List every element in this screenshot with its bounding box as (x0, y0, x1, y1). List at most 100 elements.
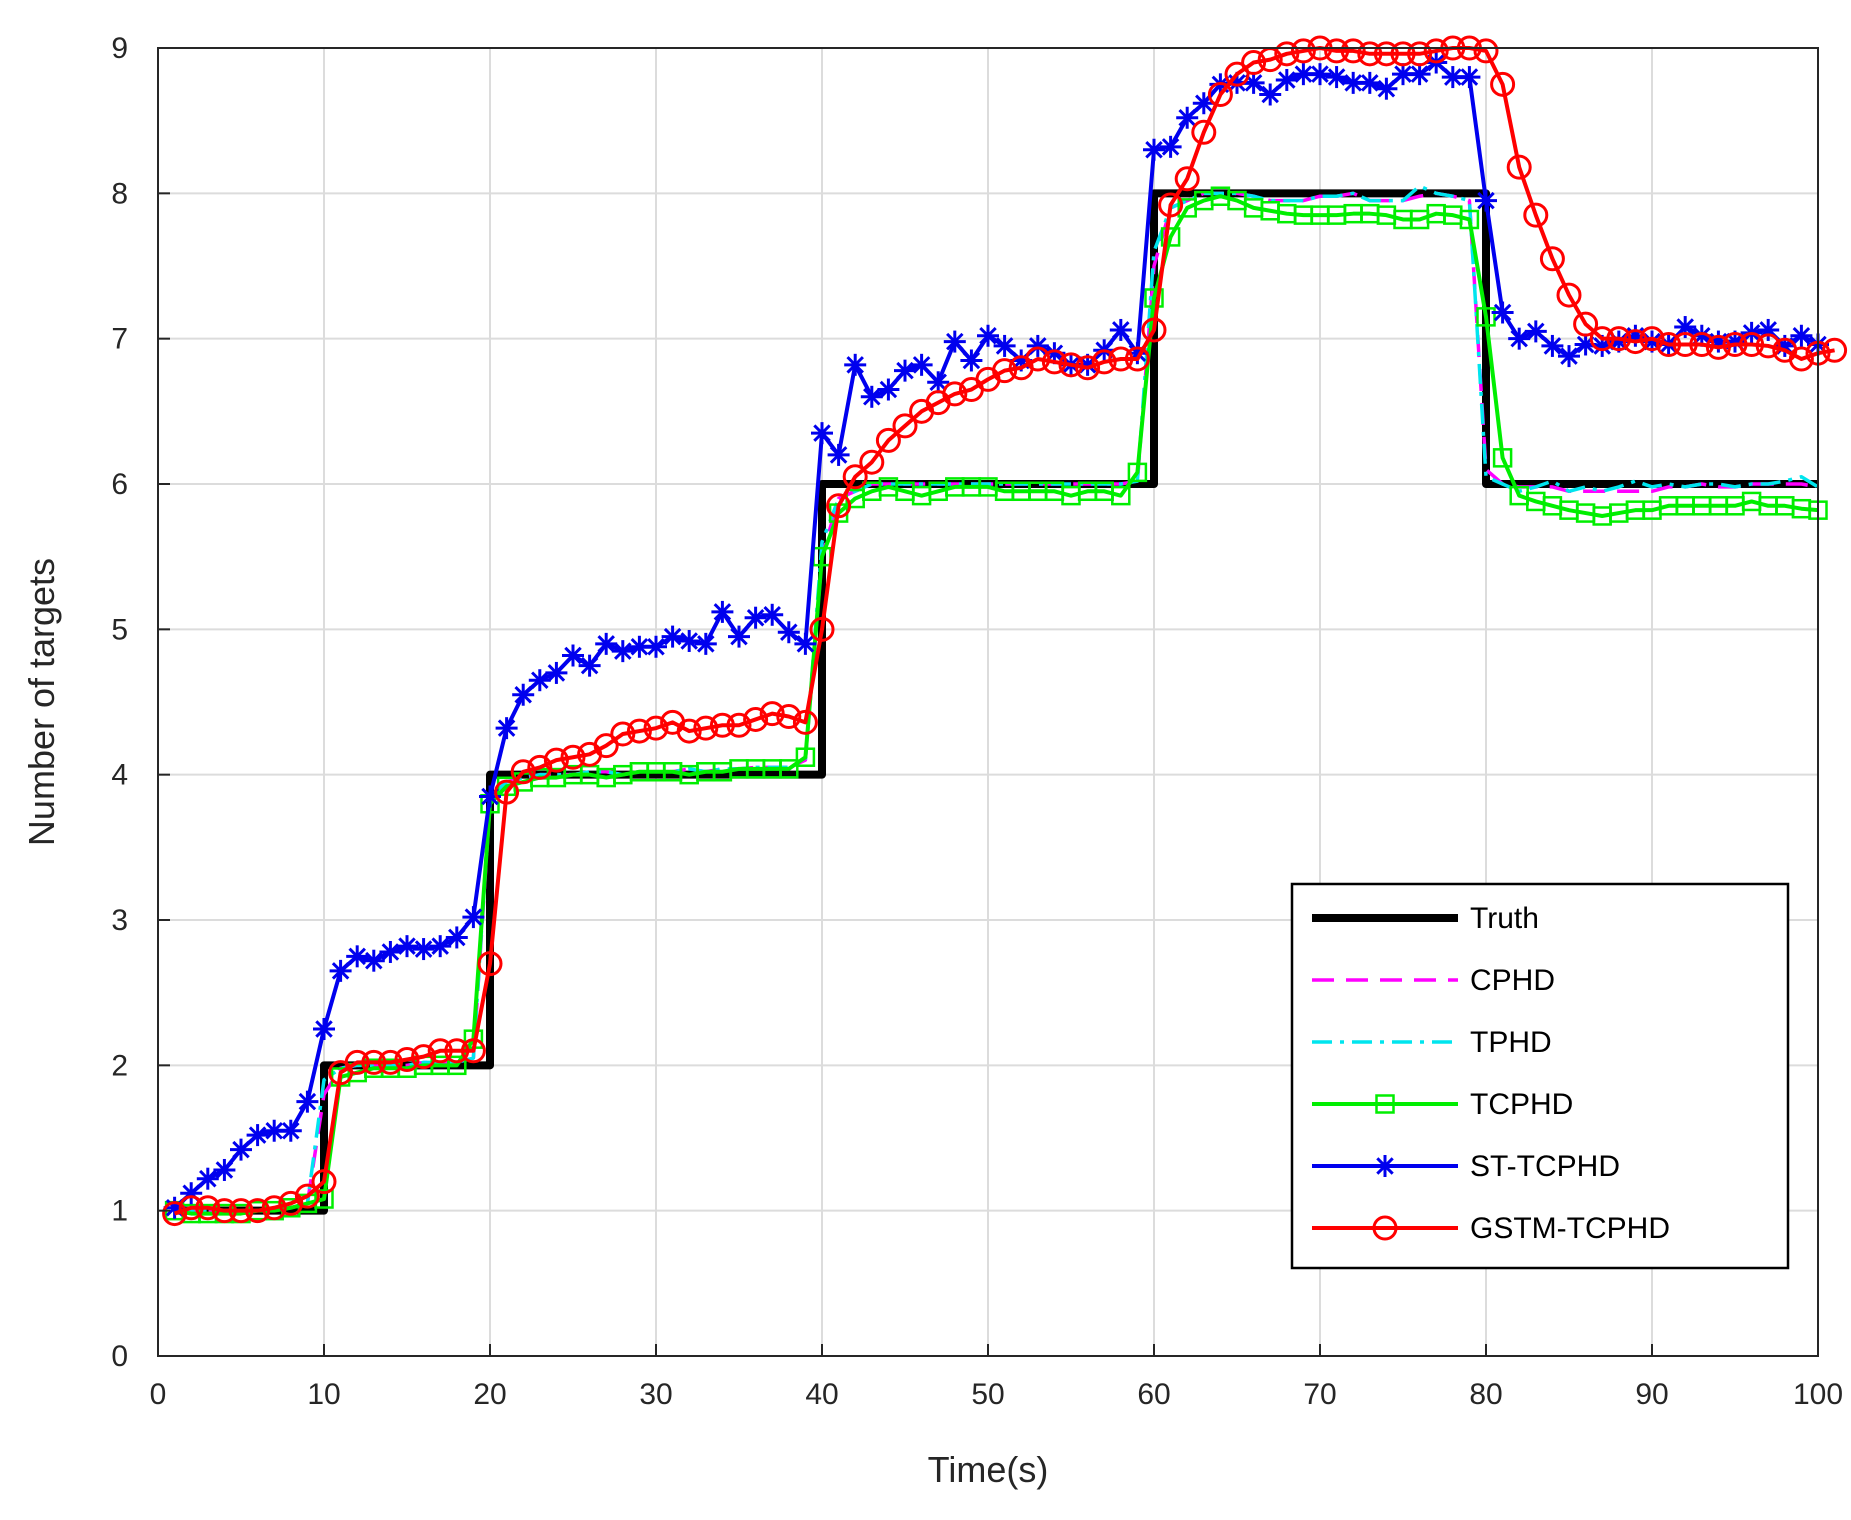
series-point (626, 718, 652, 744)
series-point (1556, 282, 1582, 308)
series-point (993, 334, 1016, 357)
series-point (562, 644, 584, 667)
series-point (1259, 83, 1282, 106)
series-point (411, 1044, 437, 1070)
series-point (1459, 209, 1480, 230)
series-point (195, 1195, 221, 1221)
series-point (228, 1198, 254, 1224)
series-point (1207, 82, 1233, 108)
series-point (811, 422, 833, 445)
series-point (278, 1190, 304, 1216)
series-point (245, 1198, 271, 1224)
legend-item: TPHD (1312, 1026, 1552, 1059)
series-point (1127, 462, 1148, 483)
x-tick-label: 0 (150, 1378, 167, 1411)
series-point (1025, 346, 1051, 372)
series-point (859, 449, 885, 475)
series-point (1109, 318, 1132, 341)
series-point (1441, 66, 1464, 89)
series-point (1672, 331, 1698, 357)
series-point (1141, 317, 1167, 343)
series-point (427, 1038, 453, 1064)
y-axis-title: Number of targets (21, 558, 62, 846)
series-point (314, 1189, 334, 1209)
x-tick-label: 60 (1137, 1378, 1170, 1411)
series-point (927, 371, 950, 394)
series-point (1392, 63, 1414, 86)
series-point (1722, 331, 1748, 357)
series-point (1041, 349, 1067, 375)
series-point (462, 906, 485, 929)
series-point (1357, 41, 1383, 67)
series-point (1058, 352, 1084, 378)
series-tphd (174, 184, 1819, 1213)
series-point (776, 704, 802, 730)
series-point (1176, 106, 1199, 129)
y-tick-label: 7 (111, 323, 128, 356)
series-point (610, 721, 636, 747)
series-point (726, 712, 752, 738)
x-tick-label: 40 (805, 1378, 838, 1411)
y-tick-label: 8 (111, 177, 128, 210)
series-point (593, 733, 619, 759)
series-point (329, 959, 352, 982)
series-point (412, 938, 435, 961)
series-point (1144, 288, 1164, 308)
series-point (1191, 119, 1217, 145)
series-point (1492, 448, 1513, 468)
series-point (1290, 38, 1316, 64)
series-point (728, 625, 750, 648)
series-point (211, 1198, 237, 1224)
series-point (875, 427, 901, 453)
series-point (377, 1049, 403, 1075)
series-line (173, 60, 1819, 1210)
series-point (1373, 41, 1399, 67)
series-point (1689, 331, 1715, 357)
series-point (1491, 301, 1514, 324)
series-point (1408, 63, 1431, 86)
x-tick-label: 70 (1303, 1378, 1336, 1411)
series-point (279, 1119, 302, 1142)
series-point (1790, 324, 1813, 347)
series-point (943, 330, 966, 353)
series-point (477, 951, 503, 977)
series-point (1111, 485, 1131, 506)
series-tcphd (164, 186, 1828, 1224)
y-tick-label: 9 (111, 32, 128, 65)
series-point (1143, 138, 1165, 161)
series-point (1541, 334, 1564, 357)
legend-marker (1375, 1094, 1395, 1114)
series-point (1309, 63, 1331, 86)
series-point (645, 635, 667, 658)
series-point (809, 616, 835, 642)
series-point (527, 754, 553, 780)
series-point (643, 715, 669, 741)
ticks: 0 10 20 30 40 50 60 70 80 90 100 0 1 2 3 4 5 6 7 8 9 (111, 32, 1843, 1411)
series-point (827, 443, 850, 466)
series-point (1075, 355, 1101, 381)
series-point (1375, 77, 1398, 100)
series-point (977, 324, 999, 347)
series-point (1390, 41, 1416, 67)
series-point (313, 1018, 335, 1040)
series-point (512, 683, 535, 706)
series-point (1275, 68, 1298, 91)
series-point (1788, 346, 1814, 372)
series-point (1423, 38, 1449, 64)
series-point (346, 945, 369, 968)
series-point (1539, 246, 1565, 272)
series-point (213, 1158, 236, 1181)
series-point (794, 632, 817, 655)
series-point (1589, 326, 1615, 352)
series-point (676, 718, 702, 744)
series-point (892, 413, 918, 439)
series-point (543, 747, 569, 773)
x-axis-title: Time(s) (928, 1449, 1049, 1490)
x-tick-label: 80 (1469, 1378, 1502, 1411)
series-point (294, 1183, 320, 1209)
series-point (942, 381, 968, 407)
series-point (595, 632, 618, 655)
series-point (429, 935, 452, 958)
series-point (759, 701, 785, 727)
y-tick-label: 6 (111, 468, 128, 501)
